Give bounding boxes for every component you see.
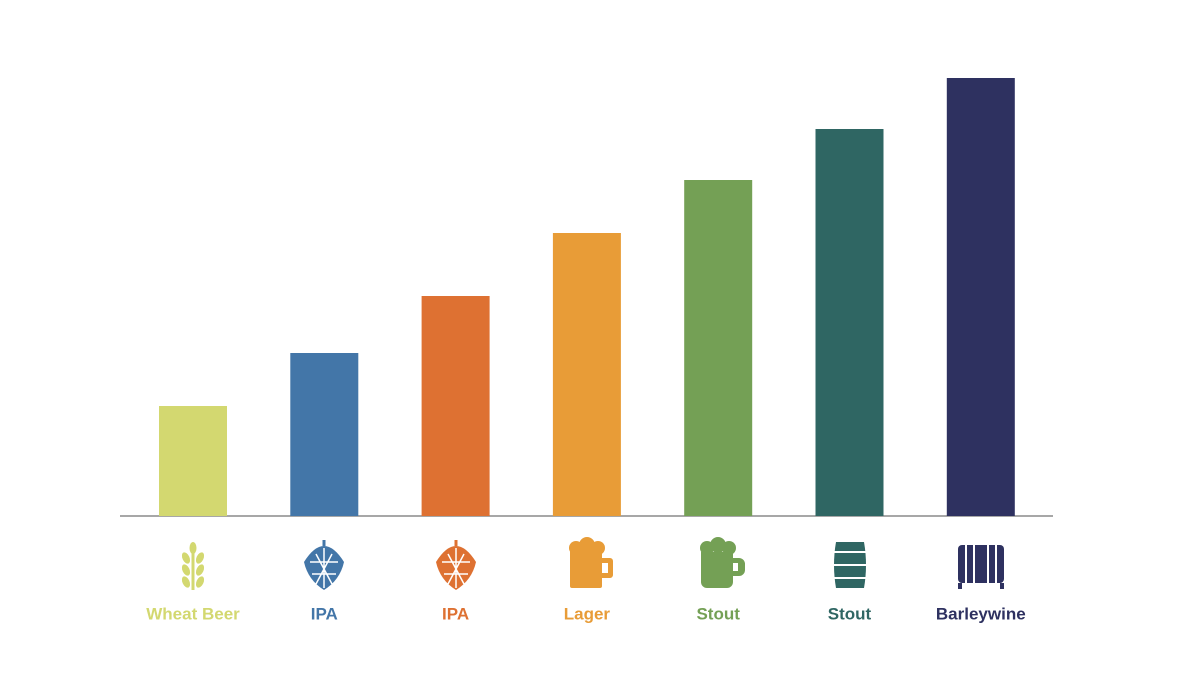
barrel-icon <box>958 545 1004 589</box>
bar <box>421 296 490 516</box>
hop-icon <box>304 540 344 590</box>
x-tick-label: Lager <box>564 604 611 623</box>
x-tick-label: Barleywine <box>936 604 1026 623</box>
bar <box>552 233 621 516</box>
x-tick-label: IPA <box>442 604 469 623</box>
x-tick-label: IPA <box>311 604 338 623</box>
barrel-icon <box>833 542 867 588</box>
x-tick-label: Stout <box>828 604 872 623</box>
x-tick-label: Stout <box>696 604 740 623</box>
bar <box>815 129 884 516</box>
bar <box>159 406 227 516</box>
mug-icon <box>700 537 745 588</box>
bar <box>684 180 753 516</box>
bar <box>946 78 1015 516</box>
hop-icon <box>436 540 476 590</box>
icons <box>181 537 1004 590</box>
bar <box>290 353 359 516</box>
mug-icon <box>569 537 613 588</box>
x-tick-label: Wheat Beer <box>146 604 240 623</box>
wheat-icon <box>181 542 205 590</box>
